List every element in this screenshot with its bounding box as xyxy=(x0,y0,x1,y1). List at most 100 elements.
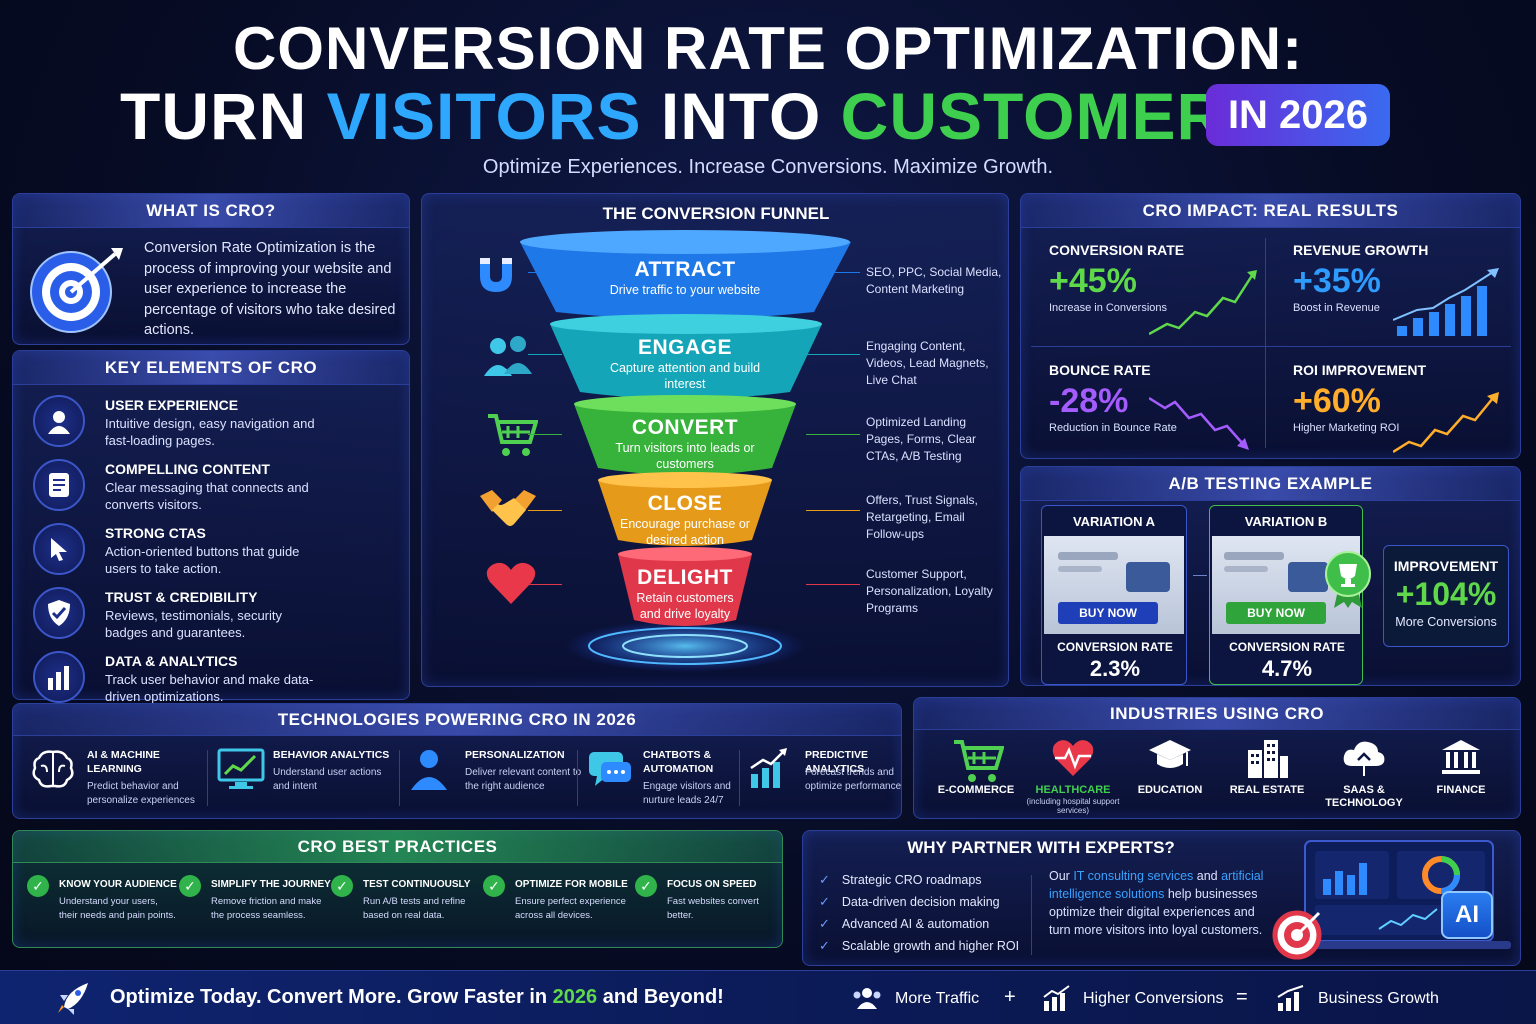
impact-metric-label: ROI IMPROVEMENT xyxy=(1293,362,1427,378)
funnel-side-text: Offers, Trust Signals, Retargeting, Emai… xyxy=(866,493,978,541)
funnel-stage-desc: Retain customers and drive loyalty xyxy=(636,591,734,621)
technologies-panel: TECHNOLOGIES POWERING CRO IN 2026 AI & M… xyxy=(12,703,902,819)
technology-item: PREDICTIVE ANALYTICS Forecast trends and … xyxy=(749,744,924,812)
funnel-side-text: Engaging Content, Videos, Lead Magnets, … xyxy=(866,339,989,387)
impact-sparkline xyxy=(1148,268,1259,338)
impact-metric-label: BOUNCE RATE xyxy=(1049,362,1151,378)
partner-bullet-text: Data-driven decision making xyxy=(841,895,1000,909)
funnel-connector xyxy=(528,354,562,355)
industries-panel: INDUSTRIES USING CRO E-COMMERCE HEALTHCAR… xyxy=(913,697,1521,819)
industry-name: SAAS & TECHNOLOGY xyxy=(1325,784,1403,809)
funnel-label-engage: ENGAGE Capture attention and build intere… xyxy=(600,336,770,392)
partner-title: WHY PARTNER WITH EXPERTS? xyxy=(907,838,1175,857)
partner-bullet-text: Scalable growth and higher ROI xyxy=(841,939,1020,953)
impact-metric: ROI IMPROVEMENT +60% Higher Marketing ROI xyxy=(1293,360,1503,460)
impact-metric: REVENUE GROWTH +35% Boost in Revenue xyxy=(1293,240,1503,340)
funnel-connector xyxy=(806,510,860,511)
key-element-desc: Track user behavior and make data-driven… xyxy=(105,672,314,704)
technology-title: CHATBOTS & AUTOMATION xyxy=(643,749,714,775)
handshake-icon xyxy=(478,486,538,536)
technology-divider xyxy=(399,750,400,806)
funnel-stage-attract xyxy=(520,242,851,319)
title-word-visitors: VISITORS xyxy=(326,79,642,153)
variation-a-buy-button[interactable]: BUY NOW xyxy=(1058,602,1158,624)
technology-title: AI & MACHINE LEARNING xyxy=(87,749,160,775)
funnel-stage-name: ENGAGE xyxy=(637,336,732,359)
technology-item: CHATBOTS & AUTOMATION Engage visitors and… xyxy=(587,744,762,812)
footer-equals: = xyxy=(1236,986,1248,1008)
check-icon: ✓ xyxy=(819,894,830,909)
impact-metric-value: +45% xyxy=(1049,262,1137,300)
funnel-connector xyxy=(806,584,860,585)
industry-note: (including hospital support services) xyxy=(1026,797,1120,815)
key-element-item: DATA & ANALYTICS Track user behavior and … xyxy=(13,651,409,711)
best-practice-item: ✓ FOCUS ON SPEED Fast websites convert bet… xyxy=(635,875,785,941)
trophy-icon xyxy=(1324,550,1372,610)
variation-b-card: VARIATION B BUY NOW CONVERSION RATE 4.7% xyxy=(1209,505,1371,685)
users-icon xyxy=(482,334,542,384)
best-practice-item: ✓ SIMPLIFY THE JOURNEY Remove friction and… xyxy=(179,875,331,941)
best-practice-title: SIMPLIFY THE JOURNEY xyxy=(211,879,331,890)
impact-metric-value: -28% xyxy=(1049,382,1129,420)
best-practices-panel: CRO BEST PRACTICES ✓ KNOW YOUR AUDIENCE Un… xyxy=(12,830,783,948)
funnel-connector xyxy=(528,434,562,435)
funnel-label-convert: CONVERT Turn visitors into leads or custo… xyxy=(605,416,765,472)
funnel-stage-name: CONVERT xyxy=(631,416,739,439)
cart-icon xyxy=(486,412,546,462)
key-element-title: COMPELLING CONTENT xyxy=(105,461,270,477)
key-element-desc: Clear messaging that connects and conver… xyxy=(105,480,309,512)
technology-item: PERSONALIZATION Deliver relevant content … xyxy=(409,744,584,812)
best-practice-item: ✓ OPTIMIZE FOR MOBILE Ensure perfect exper… xyxy=(483,875,633,941)
what-is-cro-title: WHAT IS CRO? xyxy=(13,194,409,228)
cursor-icon xyxy=(33,523,85,575)
key-element-item: TRUST & CREDIBILITY Reviews, testimonials… xyxy=(13,587,409,647)
person-icon xyxy=(409,748,457,792)
variation-a-label: VARIATION A xyxy=(1072,514,1156,529)
variation-b-buy-button[interactable]: BUY NOW xyxy=(1226,602,1326,624)
impact-title: CRO IMPACT: REAL RESULTS xyxy=(1021,194,1520,228)
industry-item: E-COMMERCE xyxy=(928,738,1024,818)
funnel-connector xyxy=(528,510,562,511)
funnel-stage-name: CLOSE xyxy=(647,492,723,515)
partner-bullet: ✓ Advanced AI & automation xyxy=(819,915,1029,935)
graduation-cap-icon xyxy=(1146,738,1194,778)
technology-title: BEHAVIOR ANALYTICS xyxy=(273,749,390,761)
best-practice-desc: Run A/B tests and refine based on real d… xyxy=(363,896,466,921)
funnel-stage-name: ATTRACT xyxy=(634,258,736,281)
page-title-line1: CONVERSION RATE OPTIMIZATION: xyxy=(232,15,1304,82)
technology-desc: Deliver relevant content to the right au… xyxy=(465,767,582,792)
impact-metric-value: +35% xyxy=(1293,262,1381,300)
impact-sparkline xyxy=(1148,388,1259,458)
magnet-icon xyxy=(472,250,532,300)
technology-title: PREDICTIVE ANALYTICS xyxy=(805,749,869,775)
technology-desc: Understand user actions and intent xyxy=(273,767,382,792)
industries-title: INDUSTRIES USING CRO xyxy=(914,698,1520,730)
best-practice-title: FOCUS ON SPEED xyxy=(667,879,757,890)
best-practice-desc: Ensure perfect experience across all dev… xyxy=(515,896,626,921)
it-consulting-link[interactable]: IT consulting services xyxy=(1073,869,1194,883)
ai-solutions-link[interactable]: artificial intelligence solutions xyxy=(1049,869,1264,901)
funnel-side-text: Customer Support, Personalization, Loyal… xyxy=(866,567,993,615)
partner-bullet-text: Advanced AI & automation xyxy=(841,917,990,931)
technology-divider xyxy=(739,750,740,806)
shield-icon xyxy=(33,587,85,639)
title-word-into: INTO xyxy=(641,79,841,153)
funnel-title: THE CONVERSION FUNNEL xyxy=(602,204,830,223)
check-icon: ✓ xyxy=(819,872,830,887)
footer-higher-conversions: Higher Conversions xyxy=(1083,990,1224,1007)
impact-metric-desc: Increase in Conversions xyxy=(1049,302,1168,314)
variation-b-rate: 4.7% xyxy=(1261,656,1313,681)
page-subtitle: Optimize Experiences. Increase Conversio… xyxy=(482,156,1054,178)
best-practices-title: CRO BEST PRACTICES xyxy=(13,831,782,863)
title-word-customers: CUSTOMERS xyxy=(840,79,1271,153)
partner-panel: WHY PARTNER WITH EXPERTS? ✓ Strategic CRO… xyxy=(802,830,1521,966)
best-practice-desc: Understand your users, their needs and p… xyxy=(59,896,176,921)
what-is-cro-panel: WHAT IS CRO? Conversion Rate Optimizatio… xyxy=(12,193,410,345)
key-element-title: DATA & ANALYTICS xyxy=(105,653,238,669)
technology-divider xyxy=(207,750,208,806)
traffic-users-icon xyxy=(852,987,882,1009)
what-is-cro-text: Conversion Rate Optimization is the proc… xyxy=(144,240,396,338)
funnel-stage-desc: Encourage purchase or desired action xyxy=(620,517,750,547)
industry-name: E-COMMERCE xyxy=(937,784,1015,796)
industry-name: FINANCE xyxy=(1436,784,1486,796)
